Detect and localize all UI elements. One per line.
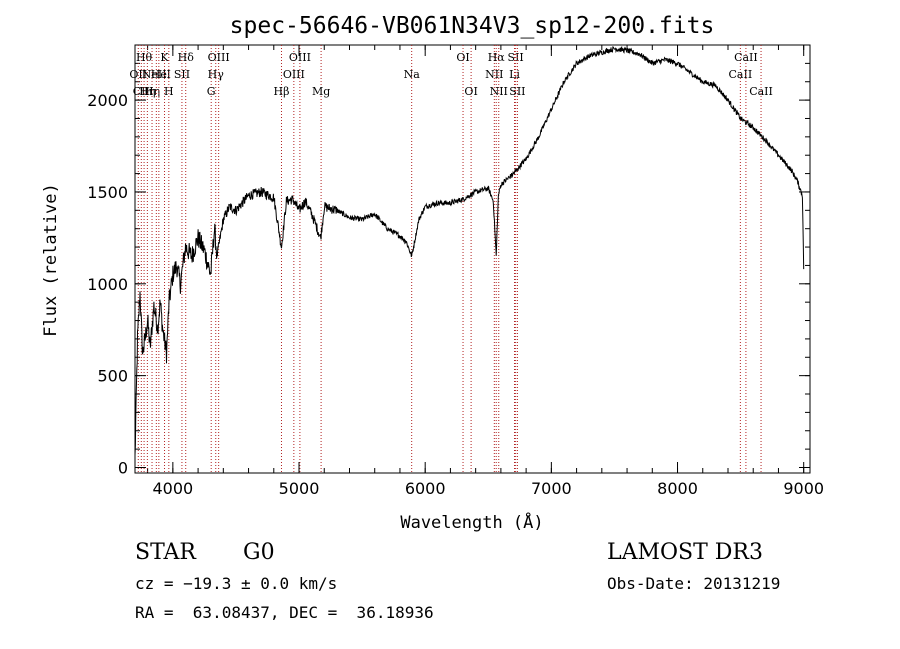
x-tick-label: 5000 bbox=[279, 479, 320, 498]
spectral-line-label: Hα bbox=[488, 51, 506, 64]
sky-coordinates: RA = 63.08437, DEC = 36.18936 bbox=[135, 603, 434, 622]
y-axis-ticks: 0 500 1000 1500 2000 bbox=[87, 91, 810, 477]
spectral-line-label: Li bbox=[509, 68, 520, 81]
spectral-line-label: G bbox=[207, 85, 216, 98]
y-tick-label: 0 bbox=[118, 458, 128, 477]
redshift-velocity: cz = −19.3 ± 0.0 km/s bbox=[135, 574, 338, 593]
plot-frame bbox=[134, 44, 811, 474]
y-tick-label: 1500 bbox=[87, 183, 128, 202]
spectral-line-label: H bbox=[164, 85, 174, 98]
spectral-line-label: Hβ bbox=[274, 85, 290, 98]
x-axis-ticks: 4000 5000 6000 7000 8000 9000 bbox=[152, 45, 824, 498]
y-axis-label: Flux (relative) bbox=[41, 183, 61, 337]
x-tick-label: 8000 bbox=[657, 479, 698, 498]
spectral-line-label: SII bbox=[174, 68, 190, 81]
x-tick-label: 7000 bbox=[531, 479, 572, 498]
spectral-line-label: CaII bbox=[734, 51, 758, 64]
object-subclass: G0 bbox=[243, 540, 275, 565]
spectral-line-label: NII bbox=[485, 68, 503, 81]
survey-name: LAMOST DR3 bbox=[607, 540, 763, 565]
spectral-line-label: NII bbox=[490, 85, 508, 98]
spectral-line-label: SII bbox=[508, 51, 524, 64]
spectral-line-label: OIII bbox=[283, 68, 305, 81]
spectral-line-label: OII bbox=[129, 68, 147, 81]
spectral-line-label: Na bbox=[404, 68, 421, 81]
spectral-line-label: CaII bbox=[749, 85, 773, 98]
spectral-line-label: He bbox=[151, 68, 167, 81]
flux-series-line bbox=[134, 45, 805, 456]
spectral-line-label: OIII bbox=[208, 51, 230, 64]
spectral-line-label: SII bbox=[509, 85, 525, 98]
spectral-line-label: OI bbox=[456, 51, 469, 64]
spectral-line-markers: OIICIIHθHηHηNeIIIHeKHSIIHδGHγOIIIHβOIIIO… bbox=[129, 45, 773, 473]
spectral-line-label: Hθ bbox=[136, 51, 153, 64]
minor-ticks bbox=[135, 44, 810, 473]
spectral-line-label: OIII bbox=[289, 51, 311, 64]
spectral-line-label: Mg bbox=[312, 85, 330, 98]
y-tick-label: 2000 bbox=[87, 91, 128, 110]
spectral-line-label: CII bbox=[133, 85, 150, 98]
x-tick-label: 6000 bbox=[405, 479, 446, 498]
spectral-line-label: OI bbox=[464, 85, 477, 98]
object-class: STAR bbox=[135, 540, 196, 565]
spectral-line-label: Hγ bbox=[208, 68, 225, 81]
x-tick-label: 9000 bbox=[783, 479, 824, 498]
spectral-line-label: NeIII bbox=[142, 68, 171, 81]
observation-date: Obs-Date: 20131219 bbox=[607, 574, 781, 593]
y-tick-label: 1000 bbox=[87, 275, 128, 294]
x-tick-label: 4000 bbox=[152, 479, 193, 498]
spectral-line-label: CaII bbox=[729, 68, 753, 81]
spectral-line-label: Hδ bbox=[178, 51, 195, 64]
x-axis-label: Wavelength (Å) bbox=[400, 511, 543, 533]
spectral-line-label: Hη bbox=[139, 85, 155, 98]
chart-title: spec-56646-VB061N34V3_sp12-200.fits bbox=[230, 13, 715, 39]
spectral-line-label: K bbox=[160, 51, 169, 64]
y-tick-label: 500 bbox=[97, 367, 128, 386]
spectral-line-label: Hη bbox=[144, 85, 160, 98]
